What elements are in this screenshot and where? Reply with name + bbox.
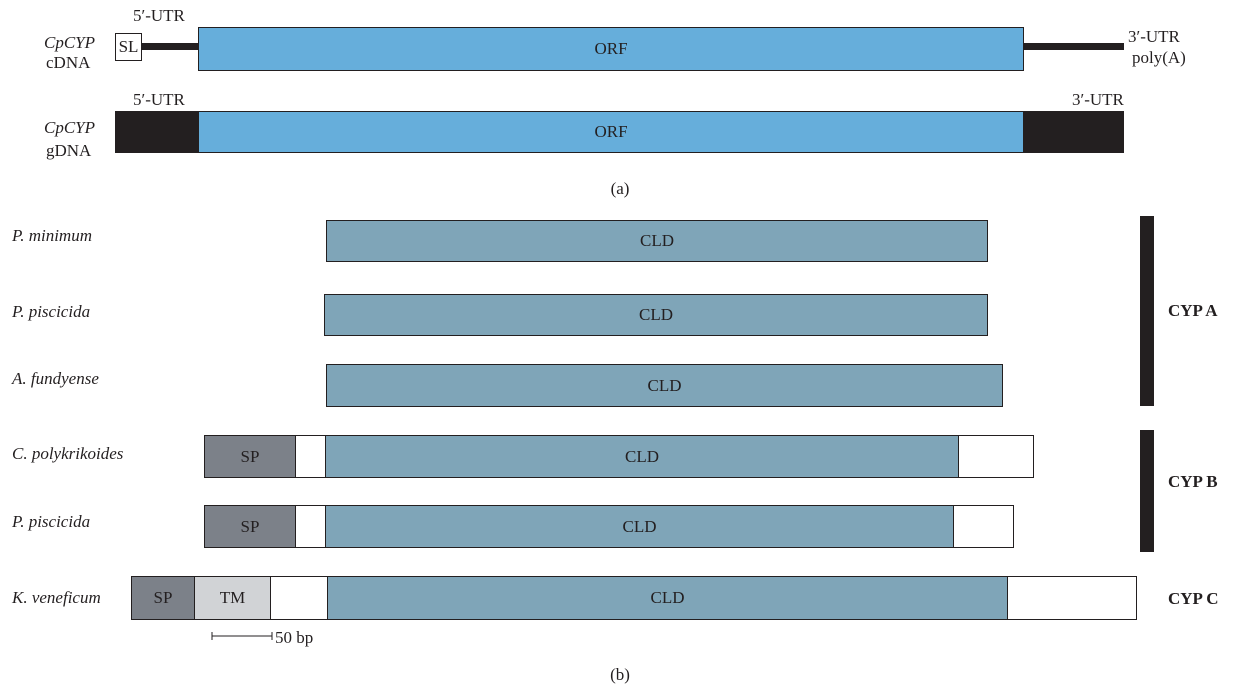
cld-domain: CLD xyxy=(325,505,954,548)
gdna-3utr-block xyxy=(1023,111,1124,153)
cld-domain: CLD xyxy=(324,294,988,336)
sp-domain: SP xyxy=(204,505,296,548)
cld-domain: CLD xyxy=(325,435,959,478)
cld-label: CLD xyxy=(647,375,682,395)
sp-label: SP xyxy=(240,516,260,536)
panel-a-caption: (a) xyxy=(610,179,630,198)
cyp-b-label: CYP B xyxy=(1168,472,1218,491)
gdna-3utr-label: 3′-UTR xyxy=(1072,90,1124,109)
cdna-3utr-label: 3′-UTR xyxy=(1128,27,1180,46)
scale-bar xyxy=(211,632,273,640)
sl-box: SL xyxy=(115,33,142,61)
gdna-orf-label: ORF xyxy=(594,122,628,141)
cld-label: CLD xyxy=(622,516,657,536)
cdna-orf-label: ORF xyxy=(594,39,628,58)
species-label: C. polykrikoides xyxy=(12,444,124,463)
cdna-orf-box: ORF xyxy=(198,27,1024,71)
gdna-5utr-block xyxy=(115,111,199,153)
species-label: A. fundyense xyxy=(12,369,99,388)
cld-label: CLD xyxy=(639,305,673,324)
sl-label: SL xyxy=(118,37,139,56)
scale-bar-label: 50 bp xyxy=(275,628,314,647)
gdna-orf-box: ORF xyxy=(198,111,1024,153)
gdna-gene-name: CpCYP xyxy=(44,118,96,137)
cld-label: CLD xyxy=(650,588,685,607)
species-label: K. veneficum xyxy=(12,588,101,607)
cyp-a-bracket xyxy=(1140,216,1154,406)
cld-domain: CLD xyxy=(326,220,988,262)
cdna-gene-name: CpCYP xyxy=(44,33,96,52)
cdna-type-label: cDNA xyxy=(46,53,91,72)
species-label: P. piscicida xyxy=(12,302,91,321)
panel-b-caption: (b) xyxy=(610,665,630,684)
gdna-5utr-label: 5′-UTR xyxy=(133,90,185,109)
cyp-b-bracket xyxy=(1140,430,1154,552)
cld-domain: CLD xyxy=(327,576,1008,620)
cdna-3utr-line xyxy=(1023,43,1124,50)
cld-domain: CLD xyxy=(326,364,1003,407)
cld-label: CLD xyxy=(640,231,674,250)
cdna-polya-label: poly(A) xyxy=(1132,48,1186,67)
sp-domain: SP xyxy=(204,435,296,478)
tm-domain: TM xyxy=(194,576,271,620)
species-label: P. piscicida xyxy=(12,512,91,531)
cdna-5utr-label: 5′-UTR xyxy=(133,6,185,25)
cld-label: CLD xyxy=(625,446,659,466)
cyp-c-label: CYP C xyxy=(1168,589,1219,608)
sp-label: SP xyxy=(240,446,260,466)
cdna-5utr-line xyxy=(142,43,199,50)
sp-label: SP xyxy=(153,588,173,607)
cyp-a-label: CYP A xyxy=(1168,301,1218,320)
sp-domain: SP xyxy=(131,576,195,620)
species-label: P. minimum xyxy=(12,226,92,245)
gdna-type-label: gDNA xyxy=(46,141,92,160)
tm-label: TM xyxy=(219,588,246,607)
